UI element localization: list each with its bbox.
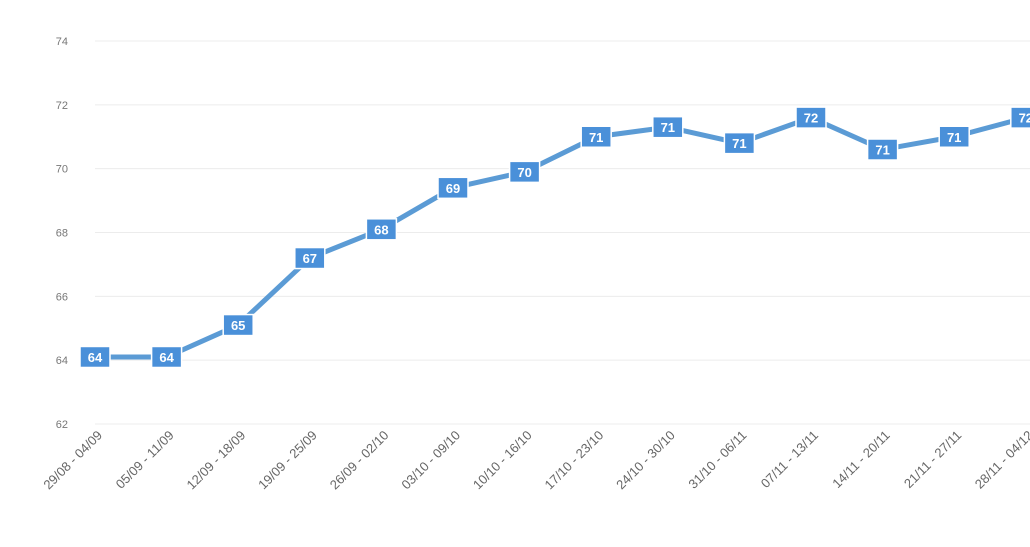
data-label: 71 bbox=[732, 136, 746, 151]
x-tick-label: 21/11 - 27/11 bbox=[901, 428, 964, 491]
data-point-marker bbox=[294, 246, 326, 270]
x-tick-label: 17/10 - 23/10 bbox=[542, 428, 607, 493]
data-point-marker bbox=[866, 138, 899, 161]
gridlines bbox=[95, 40, 1030, 425]
x-tick-label: 03/10 - 09/10 bbox=[398, 428, 463, 493]
y-tick-label: 66 bbox=[56, 291, 68, 303]
data-label: 71 bbox=[947, 130, 961, 145]
data-point-marker bbox=[365, 218, 398, 241]
x-tick-label: 28/11 - 04/12 bbox=[972, 428, 1030, 492]
x-tick-label: 29/08 - 04/09 bbox=[40, 428, 105, 493]
data-point-marker bbox=[437, 176, 469, 200]
data-point-marker bbox=[652, 115, 684, 139]
x-tick-label: 05/09 - 11/09 bbox=[113, 428, 177, 492]
data-label: 64 bbox=[159, 350, 174, 365]
data-point-marker bbox=[938, 125, 970, 148]
data-label: 70 bbox=[517, 165, 531, 180]
data-labels: 64 64 65 67 68 69 70 71 71 71 72 71 71 72 bbox=[79, 106, 1030, 369]
data-point-marker bbox=[222, 313, 254, 337]
data-label: 72 bbox=[804, 111, 818, 126]
x-tick-label: 07/11 - 13/11 bbox=[758, 428, 821, 491]
x-tick-label: 10/10 - 16/10 bbox=[470, 428, 535, 493]
y-axis-ticks: 62 64 66 68 70 72 74 bbox=[56, 36, 68, 431]
x-tick-label: 31/10 - 06/11 bbox=[685, 428, 749, 492]
data-label: 65 bbox=[231, 318, 245, 333]
data-label: 71 bbox=[661, 120, 675, 135]
y-tick-label: 62 bbox=[56, 419, 68, 431]
data-label: 64 bbox=[88, 350, 103, 365]
data-point-marker bbox=[795, 106, 827, 129]
data-label: 71 bbox=[589, 130, 603, 145]
data-point-marker bbox=[580, 125, 612, 148]
data-label: 71 bbox=[875, 143, 889, 158]
x-axis-ticks: 29/08 - 04/09 05/09 - 11/09 12/09 - 18/09 1… bbox=[40, 428, 1030, 493]
data-point-marker bbox=[508, 160, 541, 184]
x-tick-label: 19/09 - 25/09 bbox=[255, 428, 320, 493]
x-tick-label: 26/09 - 02/10 bbox=[327, 428, 392, 493]
data-point-marker bbox=[150, 345, 183, 369]
data-label: 72 bbox=[1019, 111, 1030, 126]
data-point-marker bbox=[723, 131, 756, 155]
x-tick-label: 14/11 - 20/11 bbox=[829, 428, 892, 491]
data-label: 69 bbox=[446, 181, 460, 196]
data-label: 68 bbox=[374, 222, 388, 237]
data-point-marker bbox=[79, 345, 111, 369]
x-tick-label: 24/10 - 30/10 bbox=[613, 428, 678, 493]
y-tick-label: 68 bbox=[56, 228, 68, 240]
x-tick-label: 12/09 - 18/09 bbox=[184, 428, 249, 493]
data-label: 67 bbox=[303, 251, 317, 266]
y-tick-label: 74 bbox=[56, 36, 68, 48]
data-point-marker bbox=[1010, 106, 1030, 129]
y-tick-label: 64 bbox=[56, 355, 68, 367]
y-tick-label: 70 bbox=[56, 164, 68, 176]
y-tick-label: 72 bbox=[56, 100, 68, 112]
